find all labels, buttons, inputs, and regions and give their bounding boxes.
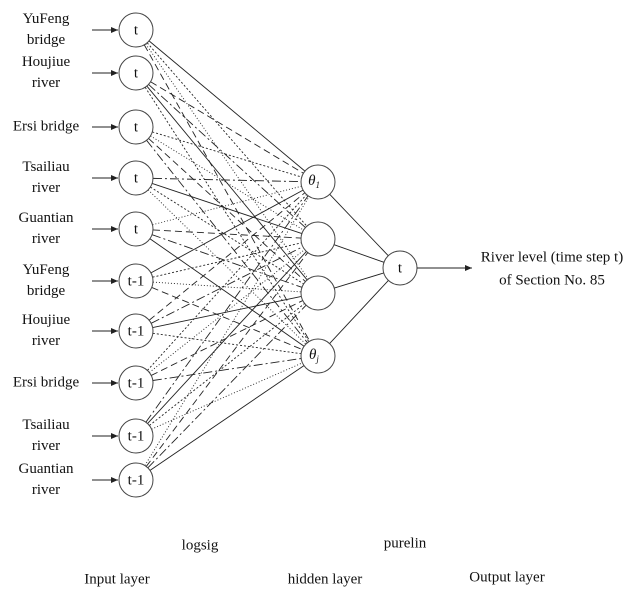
connection	[150, 189, 304, 274]
connection	[145, 195, 309, 423]
hidden-function: logsig	[182, 537, 219, 553]
connections	[143, 40, 389, 471]
input-node	[118, 313, 154, 349]
input-node-label: t	[134, 119, 139, 135]
connection	[148, 138, 306, 282]
input-label: Tsailiau	[22, 417, 70, 433]
input-node-label: t	[134, 170, 139, 186]
connection	[144, 87, 310, 342]
connection	[150, 246, 304, 324]
nodes: t YuFeng bridge t Houjiue river t Ersi bridge t T…	[13, 11, 623, 498]
input-node	[118, 365, 154, 401]
subscript: j	[315, 354, 319, 364]
input-node-label: t-1	[128, 375, 145, 391]
input-label: YuFeng	[23, 11, 70, 27]
input-node-label: t-1	[128, 472, 145, 488]
connection	[147, 251, 307, 424]
connection	[329, 280, 389, 344]
subscript: 1	[315, 180, 320, 190]
connection	[151, 300, 303, 376]
connection	[149, 238, 305, 347]
input-layer-label: Input layer	[84, 571, 149, 587]
connection	[152, 358, 302, 381]
connection	[152, 131, 302, 178]
connection	[152, 185, 302, 226]
input-node	[118, 263, 154, 299]
input-node	[118, 12, 154, 48]
hidden-node	[300, 164, 336, 200]
connection	[150, 186, 304, 285]
connection	[147, 194, 307, 371]
input-label: Guantian	[19, 461, 74, 477]
connection	[149, 249, 305, 373]
input-node-label: t	[134, 22, 139, 38]
connection	[152, 229, 302, 239]
output-layer-label: Output layer	[469, 569, 544, 585]
output-function: purelin	[384, 535, 427, 551]
input-node	[118, 211, 154, 247]
connection	[152, 177, 302, 183]
connection	[148, 40, 306, 172]
connection	[149, 365, 305, 471]
theta: θ	[309, 347, 317, 363]
connection	[148, 192, 306, 321]
connection	[151, 182, 303, 235]
input-label: river	[32, 482, 60, 498]
hidden-node-label: θ1	[308, 173, 320, 190]
connection	[329, 193, 389, 257]
input-label: river	[32, 333, 60, 349]
input-label: Houjiue	[22, 312, 71, 328]
connection	[152, 296, 302, 328]
connection	[152, 332, 302, 355]
connection	[146, 85, 308, 281]
connection	[148, 84, 306, 228]
input-label: bridge	[27, 32, 66, 48]
output-node-label: t	[398, 260, 403, 276]
input-label: Ersi bridge	[13, 118, 80, 134]
connection	[144, 196, 310, 466]
input-label: Guantian	[19, 210, 74, 226]
input-label: river	[32, 438, 60, 454]
input-label: river	[32, 231, 60, 247]
output-target: River level (time step t)	[481, 249, 623, 265]
input-node-label: t-1	[128, 428, 145, 444]
input-node-label: t	[134, 221, 139, 237]
input-node-label: t	[134, 65, 139, 81]
hidden-node-label: θj	[309, 347, 319, 364]
connection	[151, 234, 303, 288]
connection	[152, 281, 302, 293]
input-label: river	[32, 75, 60, 91]
input-node	[118, 55, 154, 91]
connection	[146, 42, 308, 227]
connection	[143, 44, 311, 342]
theta: θ	[308, 173, 316, 189]
input-label: Houjiue	[22, 54, 71, 70]
connection	[147, 304, 307, 469]
hidden-node	[300, 221, 336, 257]
connection	[150, 81, 304, 174]
connection	[145, 252, 309, 467]
input-label: Tsailiau	[22, 159, 70, 175]
connection	[149, 303, 305, 426]
input-node	[118, 462, 154, 498]
hidden-node	[300, 275, 336, 311]
input-node	[118, 160, 154, 196]
input-label: Ersi bridge	[13, 374, 80, 390]
input-label: river	[32, 180, 60, 196]
input-node-label: t-1	[128, 273, 145, 289]
hidden-node	[300, 338, 336, 374]
input-node	[118, 109, 154, 145]
output-target: of Section No. 85	[499, 272, 605, 288]
connection	[151, 362, 303, 430]
connection	[333, 244, 385, 263]
connection	[147, 189, 307, 345]
connection	[334, 272, 384, 289]
input-label: YuFeng	[23, 262, 70, 278]
input-label: bridge	[27, 283, 66, 299]
input-node-label: t-1	[128, 323, 145, 339]
input-node	[118, 418, 154, 454]
connection	[152, 242, 302, 278]
hidden-layer-label: hidden layer	[288, 571, 363, 587]
